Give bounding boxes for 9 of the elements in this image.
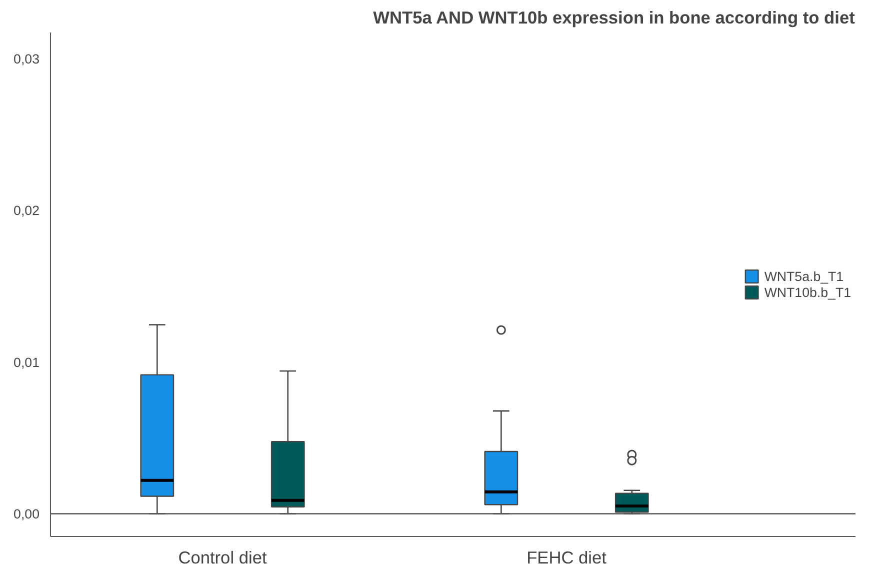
legend-label: WNT10b.b_T1: [764, 284, 851, 300]
y-tick-label: 0,02: [14, 203, 40, 218]
x-tick-label: Control diet: [178, 548, 267, 568]
x-tick-label: FEHC diet: [526, 548, 607, 568]
y-tick-label: 0,03: [14, 51, 40, 66]
chart-title: WNT5a AND WNT10b expression in bone according to diet: [373, 8, 856, 28]
legend-label: WNT5a.b_T1: [764, 268, 844, 284]
y-tick-label: 0,00: [14, 506, 40, 522]
y-tick-label: 0,01: [14, 354, 40, 370]
